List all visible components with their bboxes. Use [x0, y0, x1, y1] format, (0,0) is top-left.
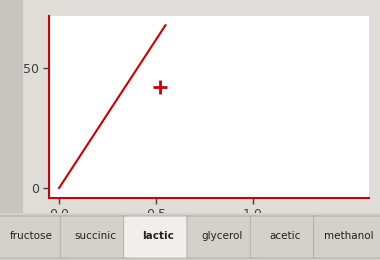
Text: acetic: acetic	[269, 231, 301, 241]
Text: succinic: succinic	[74, 231, 116, 241]
FancyBboxPatch shape	[0, 216, 66, 258]
Text: fructose: fructose	[10, 231, 53, 241]
Text: methanol: methanol	[323, 231, 373, 241]
Text: glycerol: glycerol	[201, 231, 242, 241]
FancyBboxPatch shape	[124, 216, 193, 258]
FancyBboxPatch shape	[314, 216, 380, 258]
Text: lactic: lactic	[142, 231, 174, 241]
FancyBboxPatch shape	[250, 216, 320, 258]
X-axis label: Amount: Amount	[186, 222, 232, 235]
FancyBboxPatch shape	[187, 216, 256, 258]
FancyBboxPatch shape	[60, 216, 130, 258]
